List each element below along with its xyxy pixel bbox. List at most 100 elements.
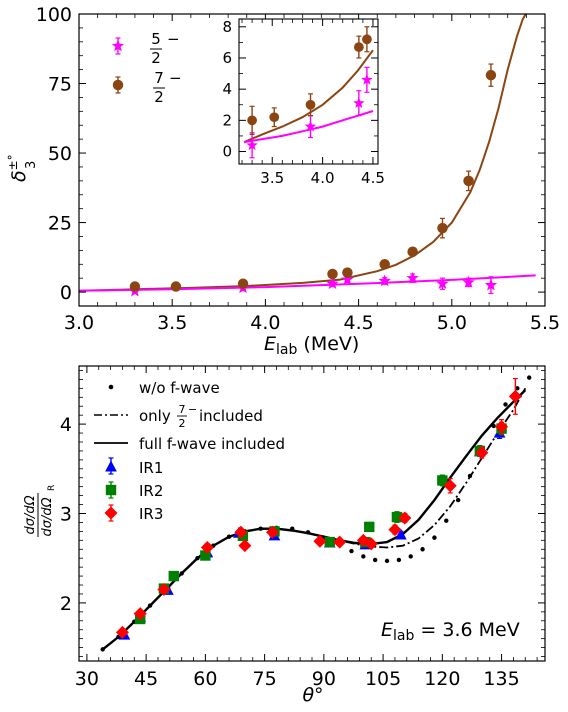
top-point-circle	[463, 175, 474, 187]
y-tick-label: 25	[48, 213, 72, 235]
no-f-wave-dot	[455, 497, 461, 503]
x-tick-label: 4.0	[311, 169, 335, 187]
top-point-star	[341, 273, 354, 285]
top-point-circle	[327, 268, 338, 280]
inset-point-star	[304, 120, 317, 132]
svg-text:3: 3	[24, 161, 39, 169]
top-point-star	[406, 271, 419, 284]
legend-diamond-marker	[104, 504, 118, 522]
IR3-point	[200, 540, 214, 554]
no-f-wave-dot	[349, 548, 354, 554]
top-point-circle	[437, 222, 448, 234]
IR3-point	[508, 389, 522, 403]
y-tick-label: 100	[36, 4, 72, 26]
inset-point-circle	[305, 99, 316, 110]
IR3-point	[313, 534, 327, 548]
svg-text:7: 7	[154, 69, 164, 87]
IR3-point	[333, 535, 347, 549]
inset-point-circle	[362, 34, 372, 45]
x-tick-label: 60	[193, 668, 217, 690]
only-7-2-curve	[102, 387, 527, 651]
legend-square-marker	[105, 481, 117, 499]
IR3-point	[364, 537, 378, 551]
inset-point-circle	[269, 112, 280, 123]
IR3-point	[115, 625, 129, 639]
x-tick-label: 135	[483, 668, 519, 690]
top-point-circle	[237, 278, 249, 290]
no-f-wave-dot	[515, 386, 520, 391]
no-f-wave-dot	[100, 647, 105, 652]
inset-point-star	[353, 97, 365, 109]
top-point-star	[378, 274, 391, 287]
bottom-ticks: 30 45 60 75 90 105 120 135 2 3 4	[60, 366, 545, 690]
top-point-circle	[342, 267, 353, 278]
top-point-circle	[170, 281, 182, 292]
top-plot-frame	[78, 13, 546, 307]
x-tick-label: 30	[75, 668, 99, 690]
no-f-wave-dot	[467, 473, 473, 479]
IR3-point	[495, 420, 509, 434]
IR2-point	[168, 570, 179, 582]
inset-point-circle	[353, 42, 364, 52]
inset-frame	[238, 18, 379, 165]
x-tick-label: 3.5	[260, 169, 284, 187]
bottom-legend: w/o f-wave only 7 2 − included full f-wa…	[94, 379, 285, 523]
svg-text:−: −	[167, 30, 180, 48]
no-f-wave-dot	[290, 526, 295, 531]
legend-diamond	[104, 506, 118, 520]
svg-text:2: 2	[151, 49, 161, 67]
legend-label-5-2: 5 2 −	[150, 30, 180, 67]
svg-text:2: 2	[154, 88, 164, 106]
IR3-point	[234, 525, 248, 539]
IR2-point	[324, 536, 335, 548]
IR2-point	[437, 475, 448, 486]
legend-dot-marker	[108, 384, 114, 390]
IR2-point	[391, 511, 403, 523]
no-f-wave-dot	[527, 375, 532, 380]
bottom-ylabel: dσ/dΩ dσ/dΩ R	[23, 485, 57, 537]
no-f-wave-dot	[226, 534, 232, 539]
x-tick-label: 3.5	[157, 312, 187, 334]
y-tick-label: 0	[60, 282, 72, 304]
energy-annotation: Elab = 3.6 MeV	[381, 619, 520, 644]
bottom-curves	[100, 375, 532, 652]
no-f-wave-dot	[195, 555, 200, 561]
svg-text:−: −	[188, 403, 197, 416]
inset-curve-0	[243, 49, 374, 144]
top-point-circle	[129, 281, 141, 292]
x-tick-label: 45	[134, 668, 158, 690]
inset-point-star	[246, 139, 258, 151]
bottom-points	[115, 377, 522, 640]
inset-point-circle	[247, 115, 257, 126]
no-f-wave-dot	[444, 518, 449, 523]
top-ylabel: δ±° 3	[6, 154, 39, 182]
y-tick-label: 2	[222, 111, 232, 129]
y-tick-label: 50	[48, 143, 72, 165]
IR3-point	[157, 582, 171, 596]
svg-text:IR3: IR3	[139, 505, 163, 523]
no-f-wave-dot	[147, 603, 153, 608]
svg-text:δ±°: δ±°	[6, 154, 30, 182]
svg-text:full f-wave included: full f-wave included	[139, 435, 285, 453]
top-xlabel: Elab (MeV)	[264, 333, 359, 358]
y-tick-label: 75	[48, 74, 72, 96]
svg-text:2: 2	[179, 417, 186, 430]
no-f-wave-dot	[396, 557, 402, 563]
svg-text:included: included	[199, 407, 263, 425]
svg-text:dσ/dΩ: dσ/dΩ	[40, 497, 55, 536]
svg-text:only: only	[139, 407, 171, 425]
x-tick-label: 90	[312, 668, 336, 690]
y-tick-label: 8	[222, 18, 232, 36]
x-tick-label: 5.5	[530, 312, 560, 334]
legend-star	[111, 39, 125, 52]
top-point-star	[484, 278, 498, 291]
bottom-xlabel: θ°	[302, 684, 323, 706]
inset-points	[246, 26, 373, 159]
svg-text:IR1: IR1	[139, 459, 163, 477]
svg-text:−: −	[169, 69, 182, 87]
top-point-circle	[379, 259, 390, 270]
legend-triangle	[105, 460, 117, 472]
IR2-point	[364, 521, 375, 533]
IR3-point	[133, 607, 147, 621]
